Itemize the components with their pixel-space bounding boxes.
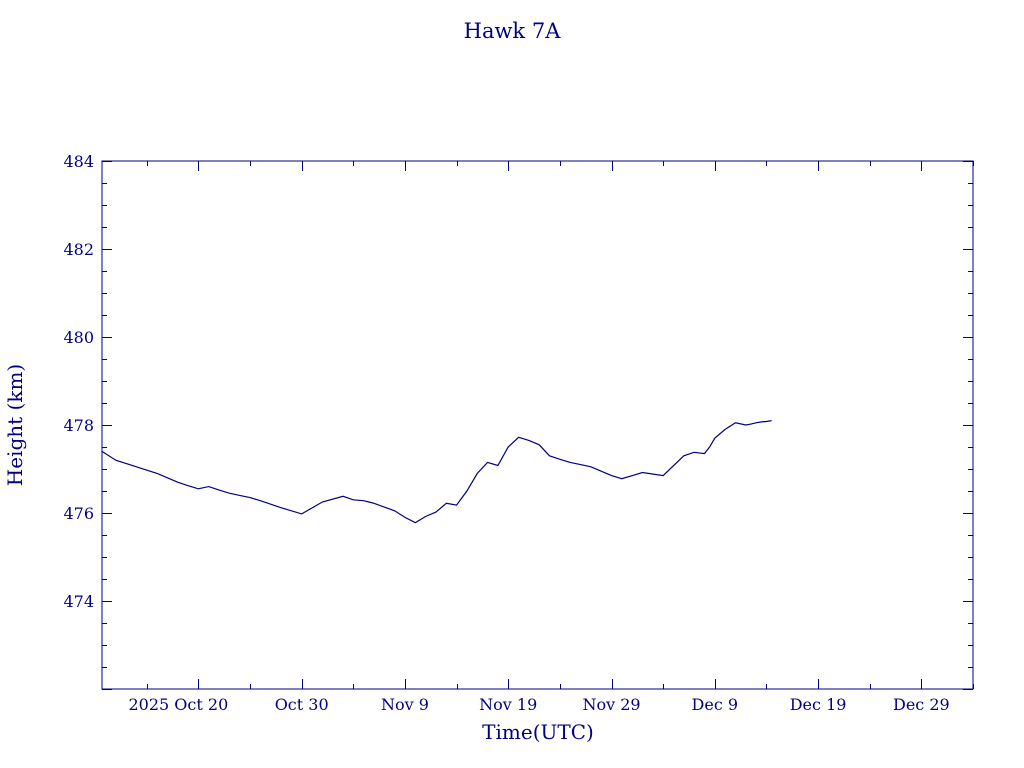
tick-labels: 474 476 478 480 482 484 2025 Oct 20 Oct 30 Nov 9… — [63, 152, 949, 714]
series-group — [101, 420, 772, 524]
y-tick-label: 480 — [63, 328, 94, 347]
x-tick-label: Nov 9 — [381, 695, 429, 714]
y-axis-label: Height (km) — [3, 364, 27, 486]
x-tick-label: Dec 19 — [790, 695, 847, 714]
y-tick-label: 476 — [63, 504, 94, 523]
x-tick-label: Oct 30 — [275, 695, 329, 714]
x-tick-label: Nov 19 — [479, 695, 537, 714]
y-tick-label: 484 — [63, 152, 94, 171]
x-axis-label: Time(UTC) — [482, 720, 594, 744]
y-tick-label: 474 — [63, 592, 94, 611]
x-tick-label: Nov 29 — [582, 695, 640, 714]
tick-marks — [102, 161, 974, 690]
x-tick-label: 2025 Oct 20 — [129, 695, 229, 714]
x-tick-label: Dec 29 — [893, 695, 950, 714]
series-line — [101, 420, 772, 524]
chart-title: Hawk 7A — [464, 19, 562, 43]
y-tick-label: 482 — [63, 240, 94, 259]
plot-frame — [101, 160, 974, 690]
x-tick-label: Dec 9 — [692, 695, 739, 714]
y-tick-label: 478 — [63, 416, 94, 435]
